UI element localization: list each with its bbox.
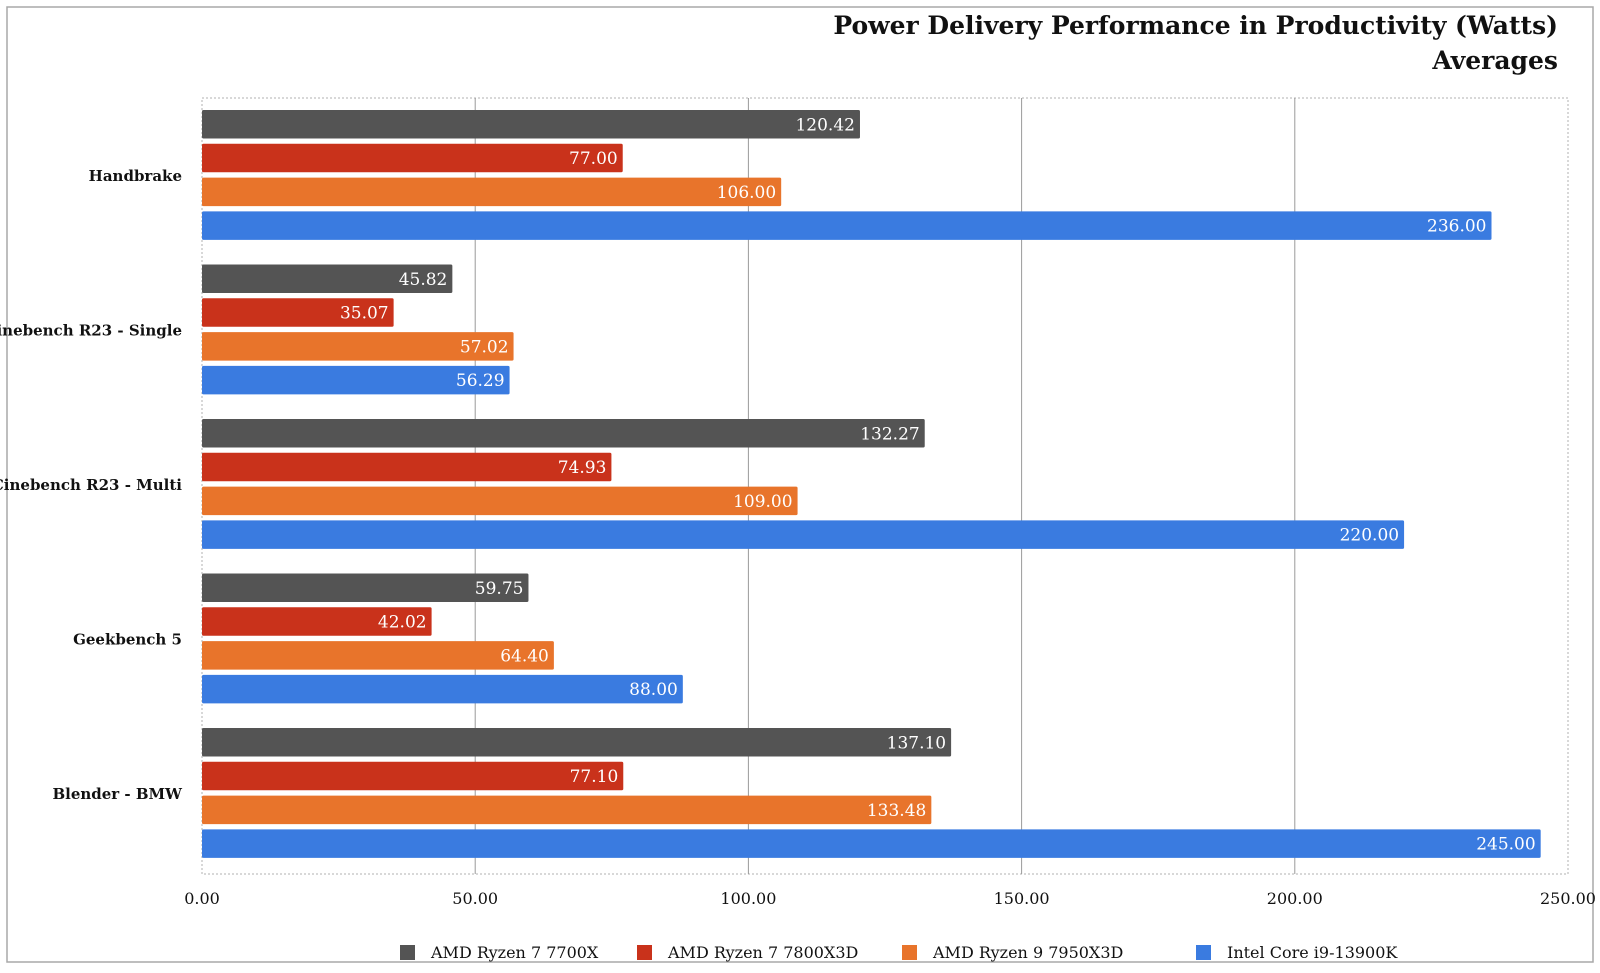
bar (202, 573, 529, 602)
legend-label: AMD Ryzen 7 7800X3D (667, 943, 858, 962)
bar-value-label: 45.82 (399, 270, 448, 290)
bar-value-label: 109.00 (733, 492, 792, 512)
bar-value-label: 88.00 (629, 680, 678, 700)
chart-subtitle: Averages (1431, 46, 1558, 75)
category-labels: Handbrake Cinebench R23 - Single Cinebench… (0, 167, 183, 803)
bar (202, 520, 1405, 549)
bar-value-label: 220.00 (1340, 526, 1399, 546)
legend-swatch (400, 945, 415, 960)
bar-value-label: 106.00 (717, 183, 776, 203)
bar (202, 419, 925, 448)
plot-area (201, 97, 1569, 875)
category-label: Blender - BMW (52, 785, 183, 803)
legend-swatch (1196, 945, 1211, 960)
bar-value-label: 56.29 (456, 371, 505, 391)
bar (202, 365, 510, 395)
bar (202, 486, 798, 516)
x-tick-label: 250.00 (1540, 889, 1596, 908)
bar-value-label: 77.00 (569, 149, 618, 169)
bar (202, 674, 683, 704)
chart-title: Power Delivery Performance in Productivi… (833, 11, 1558, 40)
value-labels: 120.42 77.00 106.00 236.00 45.82 35.07 57.02 56… (340, 115, 1536, 854)
legend-label: AMD Ryzen 7 7700X (430, 943, 599, 962)
bar (202, 110, 860, 139)
bar-value-label: 57.02 (460, 337, 509, 357)
legend-label: AMD Ryzen 9 7950X3D (932, 943, 1123, 962)
bar-value-label: 42.02 (378, 613, 427, 633)
bar (202, 211, 1492, 240)
x-tick-label: 50.00 (452, 889, 498, 908)
bar (202, 607, 432, 636)
bar-value-label: 236.00 (1427, 217, 1486, 237)
bar-value-label: 137.10 (887, 733, 946, 753)
bar-value-label: 59.75 (475, 579, 524, 599)
bar (202, 177, 782, 207)
bar (202, 452, 612, 482)
bar (202, 728, 952, 757)
bar (202, 761, 624, 791)
legend-label: Intel Core i9-13900K (1227, 943, 1398, 962)
bar-value-label: 245.00 (1476, 835, 1535, 855)
bar (202, 298, 394, 327)
bar-value-label: 132.27 (860, 424, 919, 444)
x-tick-label: 0.00 (184, 889, 220, 908)
bar-value-label: 77.10 (570, 767, 619, 787)
bar-value-label: 35.07 (340, 304, 389, 324)
bars (202, 110, 1541, 858)
bar-value-label: 64.40 (500, 646, 549, 666)
category-label: Cinebench R23 - Single (0, 321, 182, 339)
legend: AMD Ryzen 7 7700X AMD Ryzen 7 7800X3D AMD … (400, 943, 1398, 962)
bar-value-label: 120.42 (795, 115, 854, 135)
bar (202, 143, 623, 173)
bar-value-label: 133.48 (867, 801, 926, 821)
legend-swatch (637, 945, 652, 960)
category-label: Handbrake (89, 167, 182, 185)
x-tick-label: 200.00 (1267, 889, 1323, 908)
x-tick-label: 100.00 (720, 889, 776, 908)
bar (202, 264, 453, 293)
category-label: Geekbench 5 (73, 630, 182, 648)
legend-swatch (902, 945, 917, 960)
bar (202, 795, 932, 825)
x-tick-label: 150.00 (994, 889, 1050, 908)
category-label: Cinebench R23 - Multi (0, 476, 182, 494)
bar (202, 641, 554, 670)
bar (202, 332, 514, 361)
x-tick-labels: 0.00 50.00 100.00 150.00 200.00 250.00 (184, 889, 1596, 908)
bar-value-label: 74.93 (558, 458, 607, 478)
bar (202, 829, 1541, 858)
